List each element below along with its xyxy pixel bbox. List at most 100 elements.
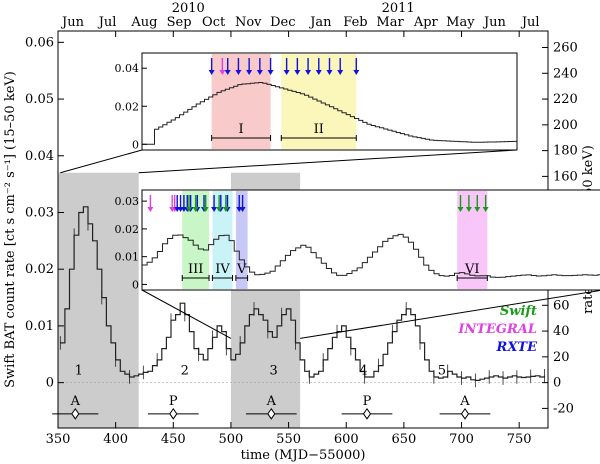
y-tick-label: 0 [46,376,54,391]
shaded-region-1 [58,172,139,428]
observation-arrowhead [315,70,322,75]
outburst-label-5: 5 [438,364,446,379]
inset-series-line [142,82,518,145]
observation-arrowhead [192,207,199,212]
month-label: Jul [97,15,117,30]
phase-label-A-0: A [70,394,81,409]
phase-diamond [267,407,276,420]
y2-tick-label: 240 [553,66,578,81]
inset-y-tick-label: 0 [132,138,139,151]
observation-arrowhead [267,70,274,75]
x-tick-label: 350 [46,432,71,447]
y-tick-label: 0.06 [25,35,54,50]
observation-arrowhead [211,207,218,212]
inset-series-line [142,233,600,278]
y-tick-label: 0.05 [25,92,54,107]
y-tick-label: 0.01 [25,319,54,334]
inset-y-tick-label: 0.03 [115,195,140,208]
outbursts-3-to-5-zoom: III IV V VI 0 0.01 0.02 0.03 [115,189,600,291]
y2-tick-label: 0 [553,376,561,391]
observation-arrowhead [465,207,472,212]
y-tick-label: 0.04 [25,149,54,164]
region-label-VI: VI [464,262,480,277]
observation-arrowhead [239,207,246,212]
observation-arrowhead [208,70,215,75]
region-label-II: II [314,122,324,137]
observation-arrowhead [235,70,242,75]
phase-diamond [460,407,470,420]
phase-diamond [71,407,80,420]
connector-right-1 [138,149,518,174]
series-line-bat [60,206,546,381]
region-V [235,191,248,289]
month-label: Oct [202,15,226,30]
month-label: Jul [520,15,540,30]
observation-arrowhead [185,207,192,212]
outburst-label-2: 2 [181,364,189,379]
month-label: Mar [376,15,404,30]
connector-left-1 [60,149,143,174]
observation-arrowhead [283,70,290,75]
month-label: Apr [413,15,439,30]
observation-arrowhead [326,70,333,75]
x-tick-label: 600 [334,432,359,447]
region-label-III: III [188,262,203,277]
x-axis-title: time (MJD−55000) [241,448,366,463]
region-label-V: V [236,262,247,277]
observation-arrowhead [224,70,231,75]
legend-entry-swift: Swift [500,304,537,319]
x-tick-label: 450 [161,432,186,447]
y2-tick-label: 200 [553,118,578,133]
legend-entry-rxte: RXTE [496,340,539,355]
month-label: Aug [130,15,157,30]
inset-y-tick-label: 0.02 [115,223,140,236]
y-axis-title-left: Swift BAT count rate [ct s cm⁻² s⁻¹] (15… [3,71,18,388]
observation-arrowhead [294,70,301,75]
year-label: 2011 [382,1,415,16]
legend-entry-integral: INTEGRAL [457,322,537,337]
month-label: Dec [270,15,295,30]
month-label: Feb [343,15,367,30]
region-label-I: I [239,122,244,137]
x-tick-label: 750 [507,432,532,447]
observation-arrowhead [337,70,344,75]
month-label: Sep [167,15,192,30]
x-tick-label: 550 [276,432,301,447]
outburst-label-4: 4 [359,364,367,379]
region-label-IV: IV [215,262,230,277]
inset-y-tick-label: 0 [132,278,139,291]
x-tick-label: 500 [219,432,244,447]
observation-arrowhead [246,70,253,75]
y2-tick-label: 60 [553,298,570,313]
outburst-label-3: 3 [269,364,277,379]
x-tick-label: 400 [103,432,128,447]
observation-arrowhead [482,207,489,212]
inset-y-tick-label: 0.01 [115,251,140,264]
y2-tick-label: 180 [553,144,578,159]
y2-tick-label: 160 [553,169,578,184]
y2-tick-label: 260 [553,40,578,55]
observation-arrowhead [216,207,223,212]
phase-label-P-3: P [363,394,372,409]
y-tick-label: 0.02 [25,262,54,277]
observation-arrowhead [353,70,360,75]
inset-y-tick-label: 0.02 [115,100,140,113]
phase-label-A-4: A [459,394,470,409]
phase-label-A-2: A [266,394,277,409]
month-label: Nov [235,15,262,30]
connector-right-2 [300,289,600,339]
y2-tick-label: 220 [553,92,578,107]
year-label: 2010 [172,1,205,16]
month-label: Jan [308,15,332,30]
y-tick-label: 0.03 [25,205,54,220]
observation-arrowhead [474,207,481,212]
y2-tick-label: 20 [553,350,570,365]
phase-diamond [362,407,372,420]
outburst-label-1: 1 [75,364,83,379]
x-tick-label: 650 [391,432,416,447]
observation-arrowhead [147,207,154,212]
connector-left-2 [141,289,232,339]
inset-y-tick-label: 0.04 [115,62,140,75]
